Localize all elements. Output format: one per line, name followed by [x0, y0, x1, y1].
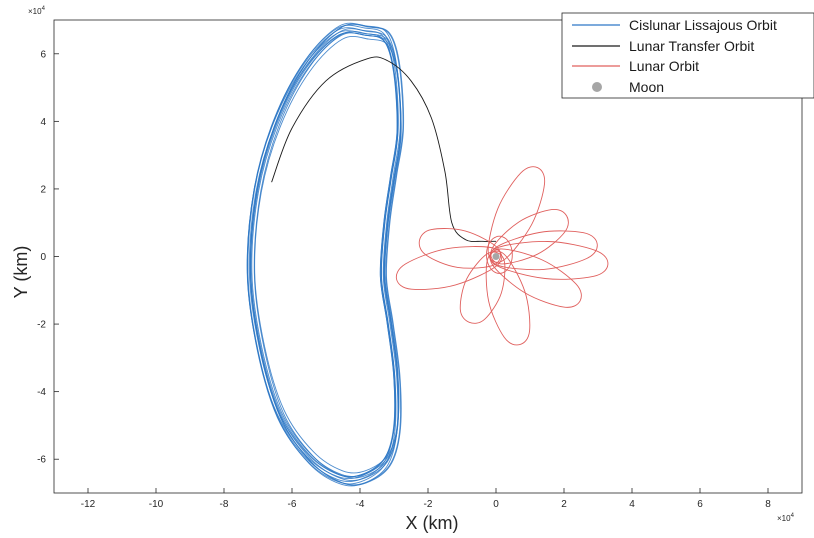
- x-tick-label: -6: [288, 499, 297, 510]
- x-tick-label: -8: [220, 499, 229, 510]
- y-axis: -6 -4 -2 0 2 4 6: [37, 49, 59, 466]
- legend: Cislunar Lissajous Orbit Lunar Transfer …: [561, 12, 814, 99]
- x-tick-label: 2: [561, 499, 567, 510]
- x-tick-label: 8: [765, 499, 771, 510]
- lunar-orbit-petal: [418, 228, 501, 269]
- orbit-traces: [246, 22, 609, 487]
- lunar-orbit-petal: [489, 248, 582, 308]
- lissajous-orbit-loop: [250, 32, 399, 478]
- legend-label-moon: Moon: [629, 79, 664, 95]
- x-tick-label: -2: [424, 499, 433, 510]
- lissajous-orbit-loop: [246, 24, 399, 485]
- moon-marker: [492, 253, 500, 260]
- lissajous-orbit-loop: [254, 35, 402, 474]
- y-tick-label: 4: [40, 117, 46, 128]
- legend-box: [561, 12, 814, 99]
- y-tick-label: -4: [37, 387, 46, 398]
- lunar-transfer-orbit-line: [271, 56, 497, 242]
- x-axis-label: X (km): [406, 513, 459, 533]
- y-tick-label: 0: [40, 252, 46, 263]
- lunar-orbit-inner-loop: [486, 235, 513, 274]
- legend-label-transfer: Lunar Transfer Orbit: [629, 38, 754, 54]
- y-tick-label: 2: [40, 184, 46, 195]
- lunar-orbit-petal: [489, 241, 609, 280]
- legend-label-lissajous: Cislunar Lissajous Orbit: [629, 17, 777, 33]
- lissajous-orbit-loop: [249, 23, 404, 486]
- x-tick-label: 6: [697, 499, 703, 510]
- x-axis: -12 -10 -8 -6 -4 -2 0 2 4 6 8: [81, 488, 771, 510]
- y-tick-label: 6: [40, 49, 46, 60]
- x-tick-label: -10: [149, 499, 164, 510]
- lissajous-orbit-loop: [246, 30, 398, 480]
- y-axis-label: Y (km): [11, 246, 31, 299]
- legend-swatch-moon: [592, 82, 602, 92]
- x-tick-label: -12: [81, 499, 96, 510]
- legend-label-lunar-orbit: Lunar Orbit: [629, 58, 699, 74]
- x-tick-label: -4: [356, 499, 365, 510]
- lissajous-orbit-loop: [248, 32, 399, 478]
- x-tick-label: 4: [629, 499, 635, 510]
- lunar-orbit-petal: [487, 166, 546, 263]
- y-tick-label: -6: [37, 455, 46, 466]
- lissajous-orbit-loop: [249, 28, 402, 481]
- lunar-orbit-petal: [395, 246, 503, 290]
- y-exponent-label: ×104: [28, 6, 46, 16]
- x-exponent-label: ×104: [777, 513, 795, 523]
- x-tick-label: 0: [493, 499, 499, 510]
- y-tick-label: -2: [37, 320, 46, 331]
- lunar-orbit-petal: [489, 230, 598, 271]
- lissajous-orbit-loop: [246, 27, 398, 482]
- lunar-orbit-petal: [490, 208, 569, 265]
- lissajous-orbit-loop: [247, 22, 401, 487]
